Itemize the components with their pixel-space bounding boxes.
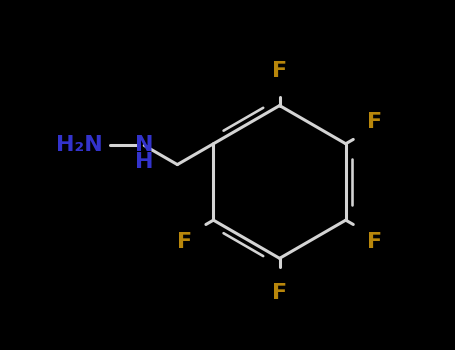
Text: F: F bbox=[177, 232, 192, 252]
Text: F: F bbox=[272, 61, 287, 81]
Text: F: F bbox=[367, 232, 382, 252]
Text: H: H bbox=[135, 152, 153, 172]
Text: N: N bbox=[135, 135, 153, 155]
Text: F: F bbox=[272, 283, 287, 303]
Text: H₂N: H₂N bbox=[56, 135, 102, 155]
Text: F: F bbox=[367, 112, 382, 132]
